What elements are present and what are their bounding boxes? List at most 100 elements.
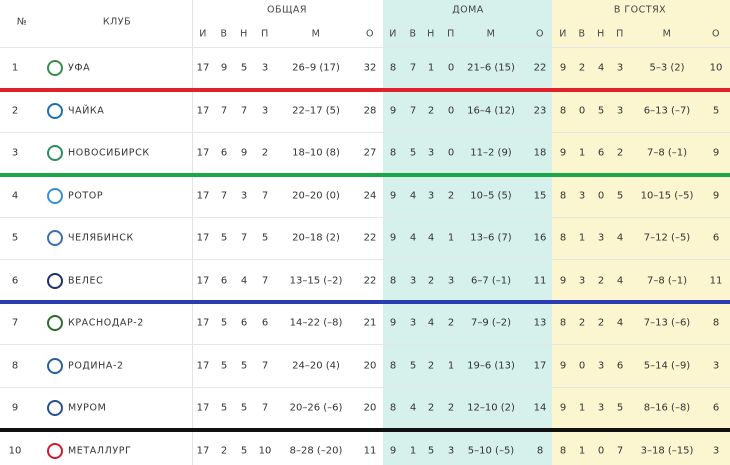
rank: 9 [11, 402, 19, 414]
stat-cell: 8 [389, 275, 397, 286]
stat-cell: 1 [427, 62, 435, 74]
stat-cell: 10 [709, 62, 723, 74]
club-name: НОВОСИБИРСК [68, 147, 150, 159]
stat-cell: 1 [578, 147, 586, 159]
stat-cell: 4 [427, 317, 435, 329]
column-header: М [311, 28, 321, 40]
stat-cell: 28 [363, 105, 377, 116]
stat-cell: 8–16 (–8) [643, 402, 691, 414]
column-header: И [389, 28, 397, 40]
rank: 1 [11, 62, 19, 74]
stat-cell: 3 [597, 402, 605, 414]
club-logo [47, 145, 63, 161]
column-header: О [712, 28, 720, 40]
stat-cell: 8 [389, 147, 397, 159]
stat-cell: 5 [409, 360, 417, 371]
away-background [552, 0, 730, 465]
group-header: В ГОСТЯХ [613, 4, 667, 16]
stat-cell: 17 [196, 317, 210, 329]
stat-cell: 7 [220, 105, 228, 116]
stat-cell: 20–18 (2) [292, 232, 340, 244]
stat-cell: 4 [616, 317, 624, 329]
stat-cell: 6–13 (–7) [643, 105, 691, 116]
stat-cell: 1 [447, 232, 455, 244]
stat-cell: 8 [559, 190, 567, 201]
stat-cell: 5 [712, 105, 720, 116]
row-separator [0, 47, 730, 48]
stat-cell: 17 [196, 105, 210, 116]
stat-cell: 3 [616, 62, 624, 74]
stat-cell: 23 [533, 105, 547, 116]
group-header: ДОМА [452, 4, 484, 16]
stat-cell: 3 [578, 190, 586, 201]
stat-cell: 5 [616, 190, 624, 201]
stat-cell: 7 [240, 232, 248, 244]
stat-cell: 8 [712, 317, 720, 329]
stat-cell: 3–18 (–15) [640, 445, 694, 456]
zone-line [0, 87, 730, 92]
column-header: П [616, 28, 624, 40]
stat-cell: 3 [597, 232, 605, 244]
stat-cell: 5–10 (–5) [467, 445, 515, 456]
stat-cell: 3 [597, 360, 605, 371]
stat-cell: 9 [559, 275, 567, 286]
stat-cell: 3 [409, 275, 417, 286]
stat-cell: 9 [389, 445, 397, 456]
row-separator [0, 216, 730, 218]
club-name: РОТОР [68, 190, 104, 201]
club-header: КЛУБ [102, 16, 132, 28]
stat-cell: 3 [261, 105, 269, 116]
stat-cell: 3 [712, 445, 720, 456]
stat-cell: 3 [261, 62, 269, 74]
stat-cell: 2 [578, 62, 586, 74]
column-header: И [199, 28, 207, 40]
stat-cell: 16 [533, 232, 547, 244]
stat-cell: 20–26 (–6) [289, 402, 343, 414]
column-header: М [662, 28, 672, 40]
stat-cell: 7 [220, 190, 228, 201]
stat-cell: 20 [363, 402, 377, 414]
club-logo [47, 102, 63, 119]
stat-cell: 4 [409, 232, 417, 244]
stat-cell: 7 [409, 62, 417, 74]
stat-cell: 1 [578, 402, 586, 414]
club-name: ЧАЙКА [68, 105, 105, 116]
stat-cell: 12–10 (2) [467, 402, 515, 414]
stat-cell: 18–10 (8) [292, 147, 340, 159]
club-logo [47, 272, 63, 289]
stat-cell: 5 [220, 360, 228, 371]
stat-cell: 4 [427, 232, 435, 244]
stat-cell: 7 [261, 402, 269, 414]
stat-cell: 9 [389, 105, 397, 116]
column-header: О [366, 28, 374, 40]
stat-cell: 0 [597, 445, 605, 456]
column-header: П [261, 28, 269, 40]
stat-cell: 24 [363, 190, 377, 201]
club-name: РОДИНА-2 [68, 360, 124, 371]
stat-cell: 5 [427, 445, 435, 456]
stat-cell: 9 [559, 360, 567, 371]
stat-cell: 20 [363, 360, 377, 371]
stat-cell: 8–28 (–20) [289, 445, 343, 456]
stat-cell: 9 [712, 190, 720, 201]
rank: 10 [8, 445, 22, 456]
club-name: УФА [68, 62, 91, 74]
stat-cell: 5 [240, 360, 248, 371]
rank: 5 [11, 232, 19, 244]
stat-cell: 6 [261, 317, 269, 329]
stat-cell: 5 [240, 402, 248, 414]
stat-cell: 7 [261, 360, 269, 371]
stat-cell: 8 [389, 360, 397, 371]
stat-cell: 1 [447, 360, 455, 371]
stat-cell: 1 [578, 232, 586, 244]
stat-cell: 9 [559, 62, 567, 74]
stat-cell: 7–8 (–1) [646, 147, 688, 159]
stat-cell: 8 [559, 445, 567, 456]
stat-cell: 21–6 (15) [467, 62, 515, 74]
column-header: П [447, 28, 455, 40]
stat-cell: 9 [559, 402, 567, 414]
stat-cell: 4 [597, 62, 605, 74]
rank: 7 [11, 317, 19, 329]
rank: 2 [11, 105, 19, 116]
stat-cell: 9 [220, 62, 228, 74]
